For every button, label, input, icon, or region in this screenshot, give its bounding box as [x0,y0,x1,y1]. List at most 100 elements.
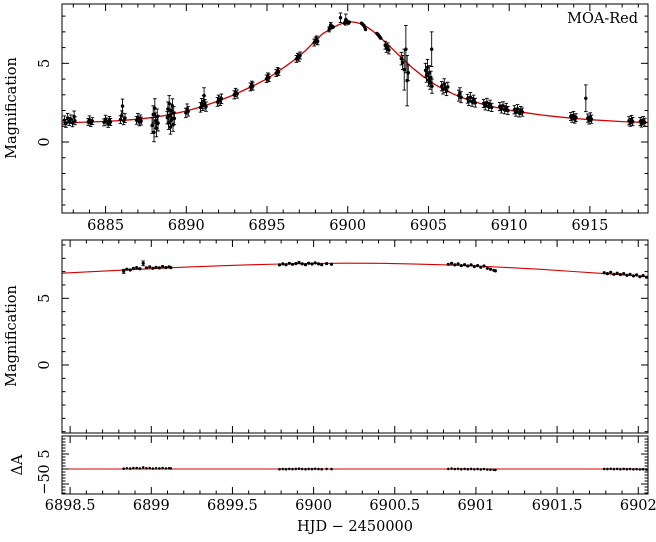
axis-ticks [62,240,648,433]
data-point [622,467,625,471]
data-point [169,108,173,113]
data-point [317,467,320,471]
data-point [489,468,492,471]
data-point [161,264,165,269]
data-point [628,272,632,276]
data-point [158,467,161,470]
data-point [472,264,476,269]
data-point [485,266,489,270]
data-point [204,104,208,109]
data-point [469,467,473,471]
x-tick-label: 6905 [410,218,447,234]
x-tick-label: 6899.5 [207,498,258,514]
data-point [267,76,271,80]
data-point [615,271,619,275]
x-tick-label: 6915 [571,218,608,234]
panel-frame [61,435,649,495]
data-point [498,104,502,109]
y-tick-label: 5 [37,59,53,68]
data-point [482,264,486,268]
data-point [584,96,588,101]
data-point [446,262,450,266]
data-point [470,100,474,104]
data-point [300,262,304,266]
data-point [602,271,606,275]
data-point [122,269,126,273]
data-point [277,263,282,267]
data-point [490,105,494,110]
data-point [150,123,154,128]
data-point [281,262,285,266]
data-point [141,466,145,469]
data-point [307,467,311,471]
dataset-annotation: MOA-Red [567,11,638,27]
data-point [329,262,334,266]
data-point [379,36,383,40]
data-point [303,263,308,267]
y-tick-label: 5 [37,294,53,303]
data-point [463,263,467,267]
data-point [488,267,493,271]
data-point [67,119,72,124]
data-point [161,466,164,470]
data-point [494,468,497,472]
y-tick-label: 0 [37,360,53,369]
data-point [141,261,145,265]
data-point [290,262,295,266]
data-point [148,265,152,269]
y-tick-label: −5 [37,473,53,494]
data-point [425,65,430,70]
data-points [62,12,647,143]
y-tick-label: 5 [37,449,53,458]
data-point [619,467,622,471]
data-point [310,467,314,471]
data-point [632,468,635,471]
data-point [631,119,635,124]
data-point [154,467,158,470]
data-point [638,468,642,471]
data-point [294,262,298,266]
data-point [456,262,460,266]
data-point [609,270,613,274]
data-point [625,467,629,471]
data-point [125,267,129,271]
data-point [463,467,466,471]
data-point [453,467,457,471]
x-tick-label: 6901 [457,498,494,514]
data-point [450,261,454,265]
data-point [574,115,578,120]
data-point [148,466,151,470]
data-point [605,272,610,276]
data-point [456,467,460,471]
x-tick-label: 6900.5 [369,498,420,514]
data-point [108,120,113,124]
data-point [135,466,138,470]
data-point [400,60,405,65]
data-point [278,467,281,471]
data-point [139,119,143,123]
data-point [316,39,320,43]
data-point [517,111,521,115]
model-curve [61,21,649,124]
x-axis-label: HJD − 2450000 [297,519,413,535]
data-point [316,262,321,266]
data-point [479,265,483,269]
data-point [347,20,351,24]
data-point [284,263,288,267]
data-point [460,467,463,471]
data-point [168,125,173,129]
data-point [300,467,304,471]
peak-zoom-panel: 05 [37,239,649,434]
y-axis-label-residual: ΔA [10,454,26,475]
data-point [276,70,281,74]
data-point [186,109,190,114]
residuals-panel: 6898.5 6899 6899.5 6900 6900.5 6901 6901.5 6902… [37,435,656,514]
data-point [135,266,139,270]
data-point [466,467,470,471]
data-point [446,85,450,89]
data-point [402,67,406,72]
data-point [320,263,324,267]
data-point [64,121,68,126]
y-tick-label: 0 [37,137,53,146]
data-point [145,467,148,470]
